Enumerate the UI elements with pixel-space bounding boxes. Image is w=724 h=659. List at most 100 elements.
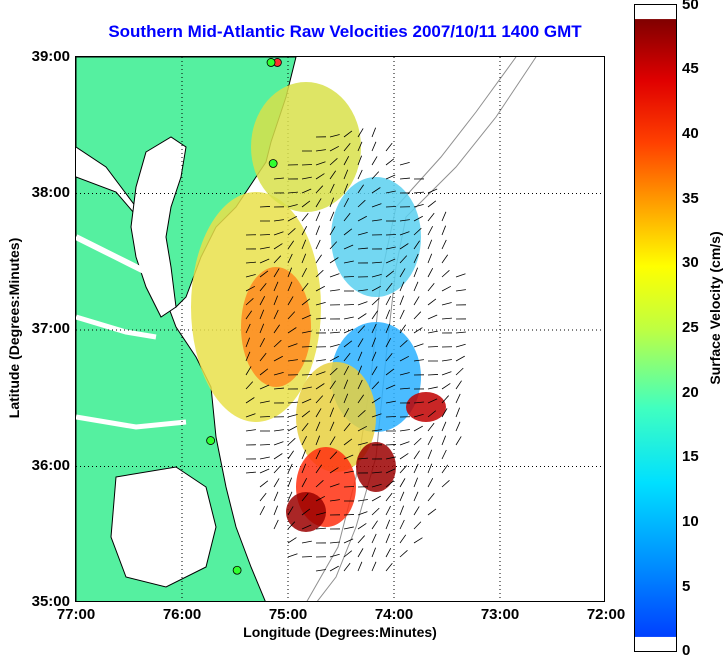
colorbar-tick-label: 10 (682, 513, 699, 530)
velocity-vector (385, 190, 396, 194)
velocity-vector (259, 206, 271, 208)
velocity-vector (259, 258, 270, 264)
velocity-vector (287, 215, 298, 222)
velocity-vector (427, 225, 433, 236)
velocity-vector (343, 197, 349, 208)
velocity-vector (301, 225, 308, 236)
velocity-vector (329, 499, 340, 502)
velocity-vector (287, 413, 298, 418)
velocity-vector (287, 463, 293, 474)
y-tick-label: 35:00 (31, 593, 70, 610)
velocity-vector (259, 480, 269, 488)
velocity-vector (315, 225, 321, 236)
colorbar-tick-label: 45 (682, 60, 699, 77)
velocity-vector (441, 254, 449, 264)
velocity-vector (357, 199, 366, 208)
velocity-vector (343, 183, 349, 194)
velocity-vector (427, 398, 438, 404)
velocity-vector (301, 422, 309, 432)
velocity-vector (399, 505, 405, 516)
velocity-vector (329, 553, 340, 558)
velocity-vector (329, 331, 340, 334)
velocity-vector (273, 243, 283, 250)
velocity-vector (301, 282, 309, 292)
velocity-vector (301, 176, 312, 180)
velocity-vector (273, 478, 280, 488)
velocity-vector (371, 141, 377, 152)
velocity-vector (441, 269, 450, 278)
velocity-vector (259, 270, 269, 278)
velocity-vector (343, 407, 350, 418)
velocity-vector (427, 422, 435, 432)
velocity-vector (287, 450, 294, 460)
velocity-vector (315, 317, 326, 320)
velocity-vector (287, 537, 297, 544)
velocity-vector (357, 394, 365, 404)
velocity-vector (427, 435, 433, 446)
velocity-vector (413, 215, 423, 222)
velocity-vector (287, 240, 295, 250)
velocity-vector (385, 468, 396, 474)
velocity-vector (315, 495, 326, 502)
velocity-vector (371, 366, 378, 376)
velocity-vector (259, 323, 265, 334)
velocity-vector (357, 523, 367, 530)
velocity-vector (245, 413, 256, 418)
velocity-vector (357, 169, 363, 180)
velocity-vector (329, 134, 340, 138)
velocity-vector (329, 436, 336, 446)
velocity-vector (329, 367, 338, 376)
velocity-vector (399, 243, 409, 250)
velocity-vector (329, 355, 339, 362)
velocity-vector (315, 421, 321, 432)
velocity-vector (371, 171, 380, 180)
velocity-vector (441, 395, 449, 404)
x-tick-label: 77:00 (56, 606, 96, 623)
velocity-vector (329, 393, 335, 404)
velocity-vector (259, 456, 270, 460)
velocity-vector (329, 407, 335, 418)
velocity-vector (413, 267, 419, 278)
velocity-vector (259, 468, 270, 474)
velocity-vector (399, 372, 410, 376)
velocity-vector (315, 395, 324, 404)
velocity-vector (287, 343, 298, 348)
velocity-vector (273, 387, 284, 390)
velocity-vector (343, 454, 354, 460)
velocity-vector (399, 324, 407, 334)
velocity-vector (371, 547, 377, 558)
velocity-vector (385, 270, 395, 278)
velocity-vector (357, 561, 363, 572)
velocity-vector (371, 533, 377, 544)
velocity-vector (441, 371, 452, 376)
velocity-vector (301, 449, 307, 460)
station-marker (266, 58, 276, 67)
velocity-vector (385, 368, 395, 376)
velocity-vector (357, 301, 368, 306)
velocity-vector (455, 436, 462, 446)
velocity-vector (315, 149, 326, 152)
x-tick-label: 75:00 (268, 606, 308, 623)
y-tick-label: 39:00 (31, 48, 70, 65)
velocity-vector (399, 387, 410, 390)
map-plot-area[interactable] (75, 56, 605, 602)
velocity-vector (301, 200, 311, 208)
velocity-vector (329, 273, 340, 278)
velocity-vector (371, 285, 381, 292)
velocity-vector (315, 161, 326, 166)
velocity-vector (427, 253, 433, 264)
velocity-vector (371, 471, 382, 474)
velocity-vector (315, 269, 324, 278)
velocity-vector (357, 128, 364, 138)
velocity-vector (259, 444, 271, 446)
velocity-vector (329, 226, 336, 236)
velocity-vector (427, 200, 437, 208)
velocity-vector (315, 527, 326, 530)
velocity-vector (343, 514, 355, 516)
velocity-vector (301, 239, 307, 250)
velocity-vector (357, 313, 367, 320)
velocity-vector (287, 327, 297, 334)
station-marker (232, 565, 242, 575)
velocity-vector (301, 386, 312, 390)
velocity-vector (441, 464, 449, 474)
